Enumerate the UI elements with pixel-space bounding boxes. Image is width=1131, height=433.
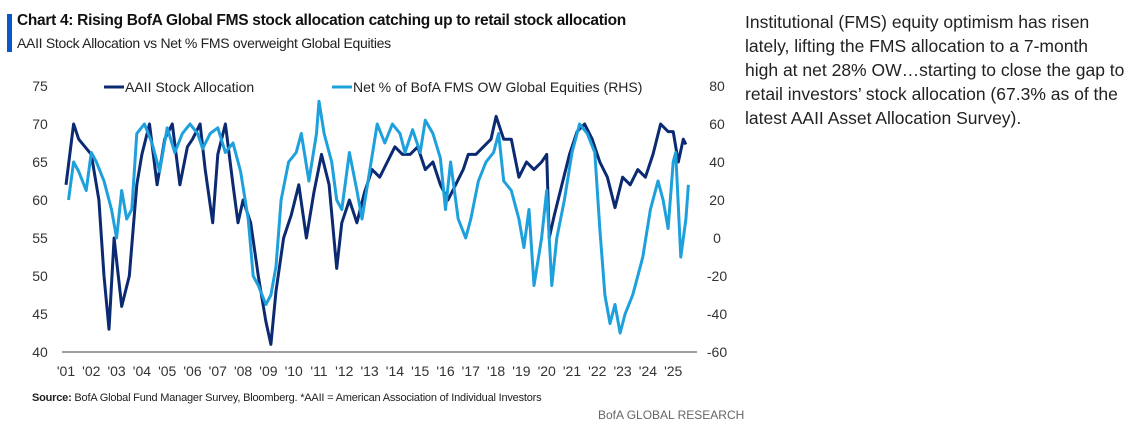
y-right-tick-label: -60	[707, 344, 727, 360]
y-right-tick-label: 40	[709, 154, 725, 170]
aaii-series-line	[64, 114, 688, 346]
y-left-tick-label: 55	[32, 230, 48, 246]
y-right-tick-label: -40	[707, 306, 727, 322]
x-tick-label: '15	[411, 363, 429, 379]
x-tick-label: '02	[82, 363, 100, 379]
fms-series-line	[67, 99, 690, 335]
x-tick-label: '03	[107, 363, 125, 379]
y-right-tick-label: -20	[707, 268, 727, 284]
chart-subtitle: AAII Stock Allocation vs Net % FMS overw…	[17, 35, 391, 51]
x-tick-label: '05	[158, 363, 176, 379]
x-tick-label: '23	[613, 363, 631, 379]
brand-label: BofA GLOBAL RESEARCH	[598, 408, 745, 422]
x-tick-label: '08	[234, 363, 252, 379]
legend-label: Net % of BofA FMS OW Global Equities (RH…	[353, 79, 642, 95]
x-tick-label: '11	[310, 363, 327, 379]
y-left-tick-label: 65	[32, 154, 48, 170]
title-accent-bar	[7, 14, 12, 52]
y-left-tick-label: 70	[32, 116, 48, 132]
x-tick-label: '14	[386, 363, 404, 379]
x-tick-label: '04	[133, 363, 151, 379]
y-left-tick-label: 40	[32, 344, 48, 360]
x-tick-label: '13	[360, 363, 378, 379]
y-right-tick-label: 20	[709, 192, 725, 208]
y-right-tick-label: 0	[713, 230, 721, 246]
commentary-text: Institutional (FMS) equity optimism has …	[745, 12, 1125, 128]
x-tick-label: '20	[538, 363, 556, 379]
y-right-tick-label: 80	[709, 78, 725, 94]
source-text: BofA Global Fund Manager Survey, Bloombe…	[74, 392, 542, 404]
legend-label: AAII Stock Allocation	[125, 79, 254, 95]
chart-title: Chart 4: Rising BofA Global FMS stock al…	[17, 12, 626, 29]
line-chart: 75 70 65 60 55 50 45 40 80 60 40 20 0 -20 -40 -60 '01 '02…	[32, 78, 727, 379]
x-tick-label: '06	[183, 363, 201, 379]
x-tick-label: '12	[335, 363, 353, 379]
x-tick-label: '22	[588, 363, 606, 379]
x-tick-label: '18	[487, 363, 505, 379]
y-left-tick-label: 60	[32, 192, 48, 208]
y-right-tick-label: 60	[709, 116, 725, 132]
source-label: Source:	[32, 392, 72, 404]
y-left-tick-label: 75	[32, 78, 48, 94]
x-tick-label: '10	[285, 363, 303, 379]
y-left-tick-label: 50	[32, 268, 48, 284]
x-tick-label: '24	[639, 363, 657, 379]
source-note: Source: BofA Global Fund Manager Survey,…	[32, 392, 542, 404]
x-tick-label: '09	[259, 363, 277, 379]
x-tick-label: '07	[209, 363, 227, 379]
y-left-tick-label: 45	[32, 306, 48, 322]
x-tick-label: '19	[512, 363, 530, 379]
x-tick-label: '17	[462, 363, 480, 379]
x-tick-label: '25	[664, 363, 682, 379]
x-tick-label: '01	[57, 363, 75, 379]
x-tick-label: '21	[563, 363, 581, 379]
x-tick-label: '16	[436, 363, 454, 379]
